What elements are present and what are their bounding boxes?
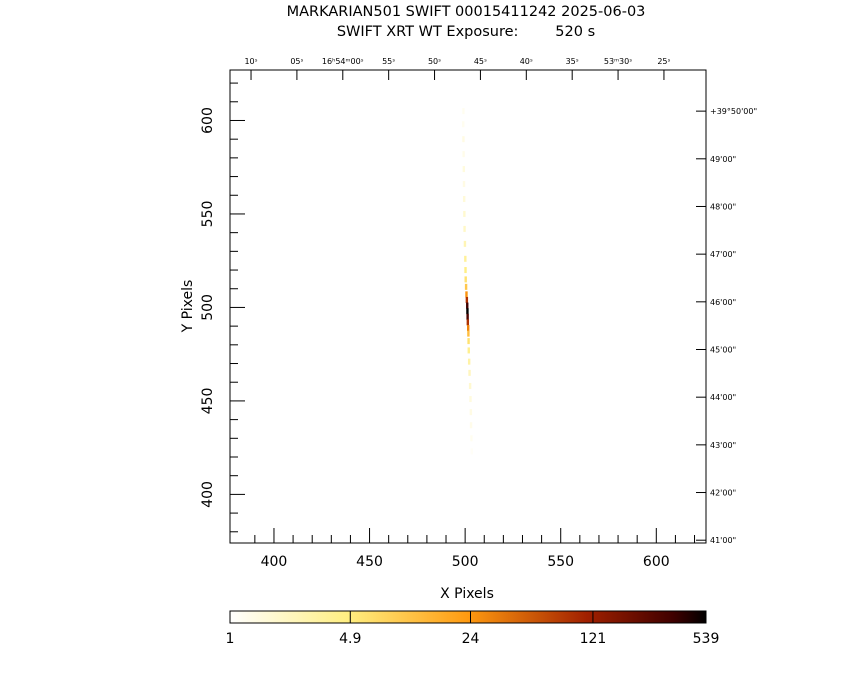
count-pixel [466,302,469,309]
colorbar [229,610,707,624]
dec-tick-label: 49'00" [710,155,736,164]
count-pixel [463,225,466,232]
count-pixel [469,396,472,403]
x-tick-label: 450 [356,554,383,570]
dec-tick-label: 46'00" [710,298,736,307]
x-tick-label: 550 [547,554,574,570]
count-pixel [463,210,466,217]
count-pixel [462,166,466,173]
ra-tick-label: 50ˢ [428,57,441,66]
ra-tick-label: 45ˢ [474,57,487,66]
y-tick-label: 500 [200,294,216,321]
count-pixel [462,108,465,115]
count-pixel [462,121,465,128]
count-pixel [469,422,473,429]
y-axis-label: Y Pixels [180,280,196,334]
dec-tick-label: +39°50'00" [710,107,757,116]
count-pixel [462,196,466,202]
ra-tick-label: 53ᵐ30ˢ [604,57,632,66]
y-tick-label: 600 [200,107,216,134]
count-pixel [465,296,469,303]
ra-tick-label: 55ˢ [382,57,395,66]
count-pixel [470,448,474,455]
chart-subtitle: SWIFT XRT WT Exposure: 520 s [337,24,595,40]
dec-tick-label: 47'00" [710,250,736,259]
count-pixel [467,347,470,354]
count-pixel [465,291,468,298]
count-pixel [469,409,473,416]
dec-tick-label: 45'00" [710,346,736,355]
plot-frame [229,69,707,544]
colorbar-ticks: 1 4.9 24 121 539 [226,611,720,647]
count-pixel [464,255,467,262]
dec-tick-label: 41'00" [710,536,736,545]
count-pixel [466,308,469,315]
count-pixel [466,319,470,326]
y-tick-label: 450 [200,388,216,415]
colorbar-tick-label: 1 [226,631,235,647]
y-axis-ticks: 400 450 500 550 600 [200,82,245,533]
count-pixel [464,283,468,290]
count-pixel [468,369,471,376]
count-pixel [467,358,471,365]
ra-axis-ticks: 10ˢ 05ˢ 16ʰ54ᵐ00ˢ 55ˢ 50ˢ 45ˢ 40ˢ 35ˢ 53ᵐ30ˢ 25ˢ [244,57,671,80]
x-axis-label: X Pixels [440,586,494,602]
ra-tick-label: 16ʰ54ᵐ00ˢ [322,57,364,66]
x-tick-label: 600 [643,554,670,570]
dec-tick-label: 44'00" [710,393,736,402]
x-tick-label: 500 [452,554,479,570]
chart-title: MARKARIAN501 SWIFT 00015411242 2025-06-0… [287,4,646,20]
count-pixel [470,435,473,442]
count-pixel [467,338,470,345]
ra-tick-label: 10ˢ [244,57,257,66]
count-pixel [466,313,469,320]
count-pixel [463,240,467,247]
colorbar-tick-label: 539 [693,631,720,647]
colorbar-tick-label: 24 [462,631,480,647]
ra-tick-label: 35ˢ [566,57,579,66]
count-pixel [462,181,466,188]
y-tick-label: 400 [200,481,216,508]
ra-tick-label: 25ˢ [657,57,670,66]
dec-tick-label: 42'00" [710,489,736,498]
colorbar-tick-label: 4.9 [339,631,361,647]
x-tick-label: 400 [261,554,288,570]
count-pixel [467,325,470,331]
count-pixel [462,136,465,143]
ra-tick-label: 40ˢ [520,57,533,66]
event-counts [462,108,474,455]
x-axis-ticks: 400 450 500 550 600 [254,528,696,570]
count-pixel [468,382,472,389]
ra-tick-label: 05ˢ [290,57,303,66]
dec-tick-label: 48'00" [710,202,736,211]
dec-axis-ticks: +39°50'00" 49'00" 48'00" 47'00" 46'00" 45'00"… [696,107,757,545]
colorbar-tick-label: 121 [580,631,607,647]
y-tick-label: 550 [200,201,216,228]
count-pixel [462,151,465,158]
count-pixel [464,267,467,274]
dec-tick-label: 43'00" [710,441,736,450]
count-pixel [467,330,470,337]
count-pixel [464,276,467,283]
